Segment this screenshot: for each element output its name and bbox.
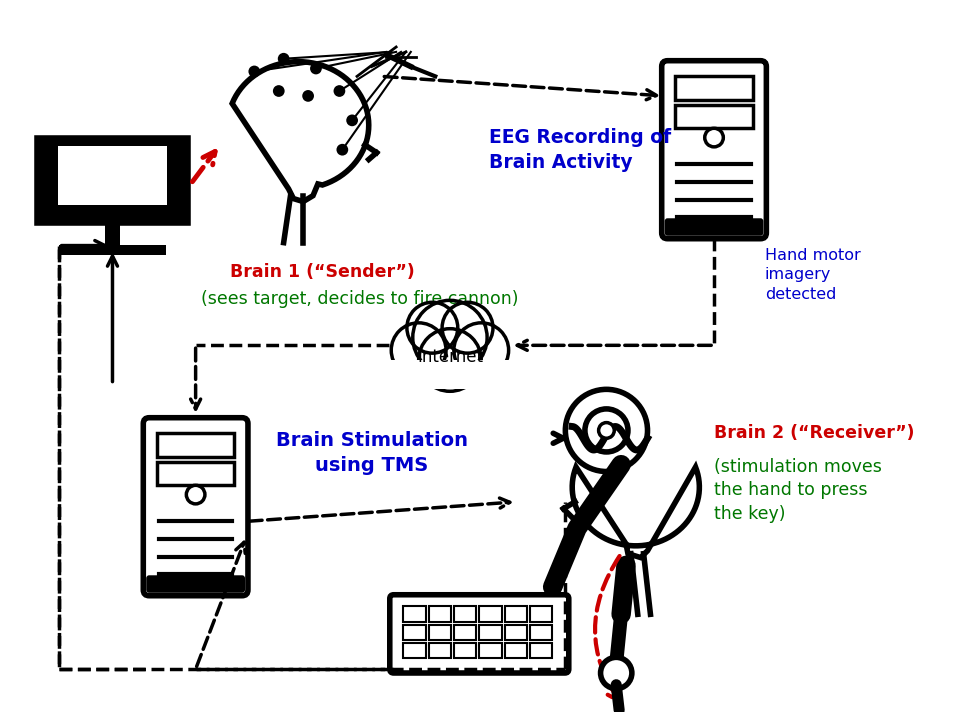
Circle shape bbox=[443, 302, 493, 353]
Circle shape bbox=[599, 423, 614, 438]
FancyBboxPatch shape bbox=[505, 643, 527, 658]
FancyBboxPatch shape bbox=[454, 625, 476, 640]
FancyArrowPatch shape bbox=[61, 240, 105, 251]
Text: Brain 2 (“Receiver”): Brain 2 (“Receiver”) bbox=[714, 424, 915, 442]
FancyBboxPatch shape bbox=[454, 643, 476, 658]
FancyBboxPatch shape bbox=[479, 606, 502, 622]
FancyBboxPatch shape bbox=[403, 643, 426, 658]
Text: (sees target, decides to fire cannon): (sees target, decides to fire cannon) bbox=[201, 290, 518, 308]
Bar bbox=[676, 104, 753, 127]
Bar bbox=[392, 360, 509, 390]
FancyBboxPatch shape bbox=[403, 606, 426, 622]
Polygon shape bbox=[232, 62, 369, 202]
FancyArrowPatch shape bbox=[192, 151, 215, 181]
Circle shape bbox=[392, 323, 446, 377]
FancyBboxPatch shape bbox=[403, 625, 426, 640]
FancyBboxPatch shape bbox=[143, 418, 248, 595]
FancyBboxPatch shape bbox=[479, 643, 502, 658]
Circle shape bbox=[336, 144, 348, 156]
Circle shape bbox=[407, 302, 458, 353]
Text: EEG Recording of
Brain Activity: EEG Recording of Brain Activity bbox=[489, 127, 671, 171]
Circle shape bbox=[705, 128, 723, 147]
Bar bbox=[676, 76, 753, 99]
Circle shape bbox=[347, 114, 358, 126]
Circle shape bbox=[333, 85, 346, 97]
Bar bbox=[105, 222, 120, 245]
Polygon shape bbox=[572, 467, 699, 557]
Circle shape bbox=[277, 53, 290, 65]
Circle shape bbox=[565, 390, 647, 472]
FancyBboxPatch shape bbox=[530, 606, 552, 622]
FancyBboxPatch shape bbox=[390, 595, 568, 673]
FancyBboxPatch shape bbox=[36, 138, 188, 222]
FancyBboxPatch shape bbox=[429, 606, 451, 622]
FancyBboxPatch shape bbox=[454, 606, 476, 622]
Bar bbox=[60, 245, 165, 255]
Circle shape bbox=[454, 323, 509, 377]
Text: Hand motor
imagery
detected: Hand motor imagery detected bbox=[765, 248, 861, 302]
FancyBboxPatch shape bbox=[146, 575, 245, 593]
Circle shape bbox=[413, 300, 487, 374]
Circle shape bbox=[186, 485, 204, 504]
FancyBboxPatch shape bbox=[479, 625, 502, 640]
FancyArrowPatch shape bbox=[517, 341, 711, 351]
FancyBboxPatch shape bbox=[505, 625, 527, 640]
Circle shape bbox=[249, 66, 260, 77]
FancyArrowPatch shape bbox=[197, 542, 245, 667]
Circle shape bbox=[601, 657, 632, 688]
FancyBboxPatch shape bbox=[429, 643, 451, 658]
Circle shape bbox=[419, 329, 481, 391]
Text: Brain Stimulation
using TMS: Brain Stimulation using TMS bbox=[276, 431, 468, 475]
FancyArrowPatch shape bbox=[384, 76, 657, 100]
Text: Brain 1 (“Sender”): Brain 1 (“Sender”) bbox=[229, 263, 415, 281]
FancyBboxPatch shape bbox=[661, 60, 766, 239]
FancyBboxPatch shape bbox=[58, 146, 167, 204]
FancyArrowPatch shape bbox=[191, 348, 201, 409]
Bar bbox=[157, 462, 234, 485]
Bar bbox=[157, 433, 234, 456]
FancyBboxPatch shape bbox=[530, 625, 552, 640]
Circle shape bbox=[585, 409, 628, 452]
Text: (stimulation moves
the hand to press
the key): (stimulation moves the hand to press the… bbox=[714, 458, 882, 523]
Text: Internet: Internet bbox=[417, 348, 483, 366]
Circle shape bbox=[273, 85, 284, 97]
FancyBboxPatch shape bbox=[530, 643, 552, 658]
FancyArrowPatch shape bbox=[250, 498, 510, 521]
FancyBboxPatch shape bbox=[505, 606, 527, 622]
Circle shape bbox=[302, 90, 314, 102]
Circle shape bbox=[310, 63, 322, 74]
FancyBboxPatch shape bbox=[429, 625, 451, 640]
FancyBboxPatch shape bbox=[664, 218, 763, 235]
